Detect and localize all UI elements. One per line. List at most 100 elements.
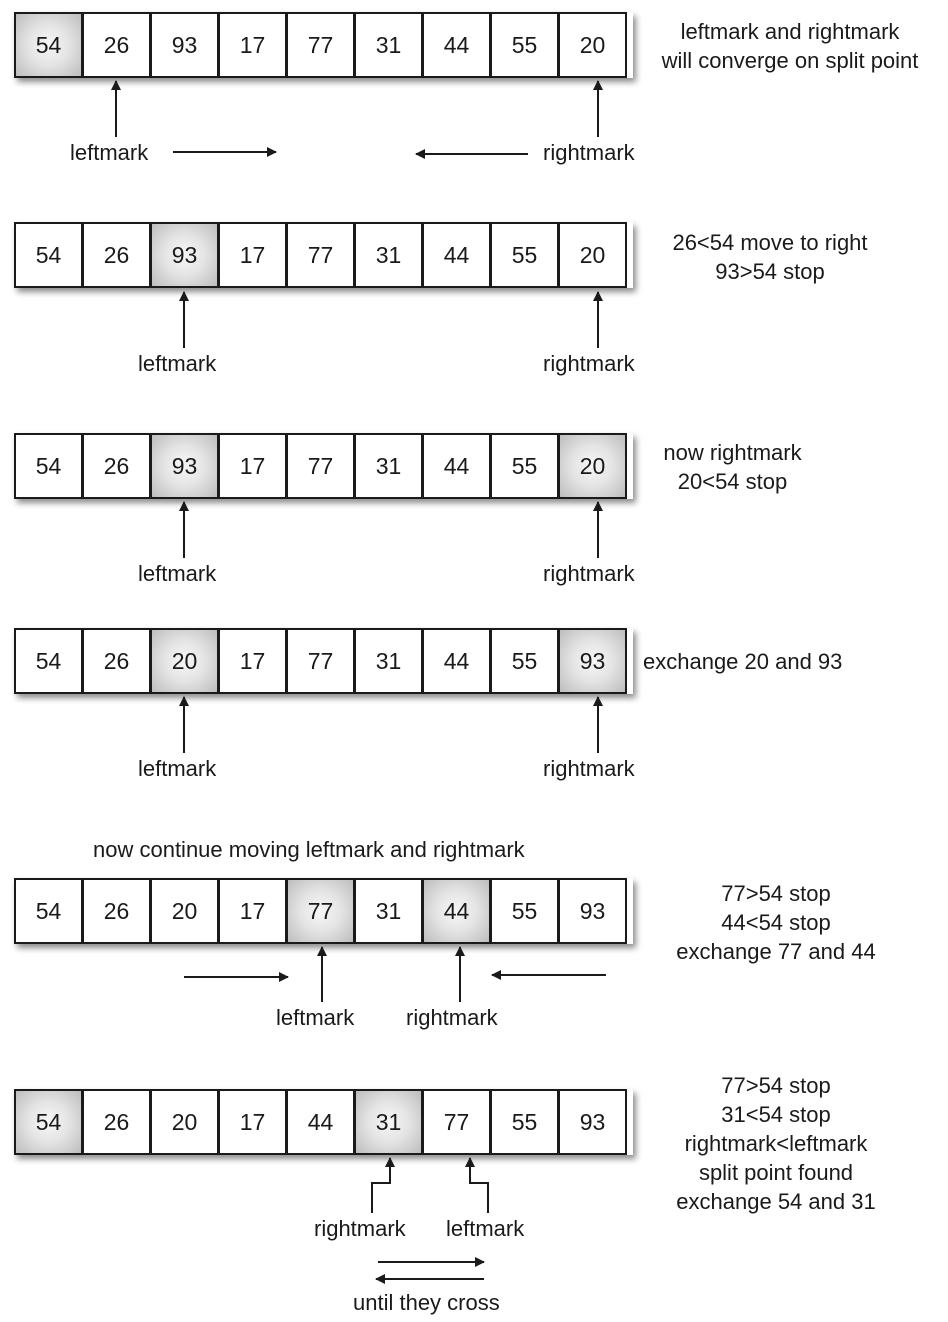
leftmark-label: leftmark xyxy=(276,1005,355,1030)
array-cell: 55 xyxy=(490,433,559,499)
array-cell: 31 xyxy=(354,12,423,78)
array-cell: 26 xyxy=(82,433,151,499)
array-cell: 54 xyxy=(14,12,83,78)
array-cell: 17 xyxy=(218,433,287,499)
rightmark-arrow xyxy=(371,1157,395,1213)
array-2: 54 26 93 17 77 31 44 55 20 xyxy=(14,222,633,288)
array-5: 54 26 20 17 77 31 44 55 93 xyxy=(14,878,633,944)
array-cell: 20 xyxy=(558,222,627,288)
note-line: 77>54 stop xyxy=(721,1073,831,1098)
array-1: 54 26 93 17 77 31 44 55 20 xyxy=(14,12,633,78)
array-cell: 93 xyxy=(558,1089,627,1155)
array-row-2: 54 26 93 17 77 31 44 55 20 xyxy=(14,222,633,288)
array-cell: 44 xyxy=(422,433,491,499)
leftmark-label: leftmark xyxy=(446,1216,525,1241)
array-cell: 54 xyxy=(14,1089,83,1155)
array-cell: 20 xyxy=(150,1089,219,1155)
array-row-4: 54 26 20 17 77 31 44 55 93 xyxy=(14,628,633,694)
array-cell: 26 xyxy=(82,222,151,288)
array-cell: 20 xyxy=(558,12,627,78)
array-cell: 20 xyxy=(150,628,219,694)
array-cell: 93 xyxy=(150,433,219,499)
array-cell: 17 xyxy=(218,222,287,288)
array-cell: 44 xyxy=(422,12,491,78)
array-cell: 31 xyxy=(354,1089,423,1155)
array-cell: 54 xyxy=(14,878,83,944)
note-line: exchange 20 and 93 xyxy=(643,649,843,674)
step-note: 77>54 stop 44<54 stop exchange 77 and 44 xyxy=(655,879,897,966)
leftmark-label: leftmark xyxy=(138,561,217,586)
note-line: exchange 54 and 31 xyxy=(676,1189,876,1214)
array-cell: 17 xyxy=(218,1089,287,1155)
note-line: split point found xyxy=(698,1160,854,1185)
array-row-3: 54 26 93 17 77 31 44 55 20 xyxy=(14,433,633,499)
array-4: 54 26 20 17 77 31 44 55 93 xyxy=(14,628,633,694)
leftmark-label: leftmark xyxy=(138,351,217,376)
array-cell: 26 xyxy=(82,878,151,944)
array-cell: 77 xyxy=(286,433,355,499)
step-heading: now continue moving leftmark and rightma… xyxy=(93,837,525,862)
array-cell: 55 xyxy=(490,12,559,78)
array-cell: 55 xyxy=(490,222,559,288)
note-line: 20<54 stop xyxy=(677,469,788,494)
array-cell: 77 xyxy=(286,628,355,694)
array-cell: 77 xyxy=(286,12,355,78)
array-cell: 55 xyxy=(490,628,559,694)
array-cell: 44 xyxy=(422,222,491,288)
step-note: 26<54 move to right 93>54 stop xyxy=(640,228,900,286)
array-cell: 93 xyxy=(558,878,627,944)
array-cell: 26 xyxy=(82,628,151,694)
array-cell: 20 xyxy=(150,878,219,944)
array-cell: 17 xyxy=(218,628,287,694)
array-cell: 54 xyxy=(14,628,83,694)
step-note: exchange 20 and 93 xyxy=(643,647,842,676)
array-cell: 44 xyxy=(286,1089,355,1155)
array-cell: 31 xyxy=(354,878,423,944)
leftmark-arrow xyxy=(465,1157,489,1213)
array-cell: 54 xyxy=(14,222,83,288)
array-cell: 31 xyxy=(354,628,423,694)
array-cell: 31 xyxy=(354,433,423,499)
array-cell: 77 xyxy=(422,1089,491,1155)
rightmark-label: rightmark xyxy=(543,756,635,781)
rightmark-label: rightmark xyxy=(543,351,635,376)
array-cell: 31 xyxy=(354,222,423,288)
rightmark-label: rightmark xyxy=(543,561,635,586)
array-3: 54 26 93 17 77 31 44 55 20 xyxy=(14,433,633,499)
array-cell: 54 xyxy=(14,433,83,499)
array-cell: 17 xyxy=(218,878,287,944)
array-cell: 55 xyxy=(490,1089,559,1155)
note-line: 93>54 stop xyxy=(715,259,825,284)
array-cell: 17 xyxy=(218,12,287,78)
array-row-1: 54 26 93 17 77 31 44 55 20 xyxy=(14,12,633,78)
leftmark-label: leftmark xyxy=(138,756,217,781)
array-cell: 93 xyxy=(150,222,219,288)
note-line: 31<54 stop xyxy=(721,1102,831,1127)
step-note: leftmark and rightmark will converge on … xyxy=(640,17,940,75)
array-cell: 44 xyxy=(422,878,491,944)
array-6: 54 26 20 17 44 31 77 55 93 xyxy=(14,1089,633,1155)
note-line: rightmark<leftmark xyxy=(684,1131,868,1156)
rightmark-label: rightmark xyxy=(406,1005,498,1030)
rightmark-label: rightmark xyxy=(314,1216,406,1241)
array-cell: 77 xyxy=(286,878,355,944)
step-note: now rightmark 20<54 stop xyxy=(640,438,825,496)
array-cell: 44 xyxy=(422,628,491,694)
note-line: 26<54 move to right xyxy=(672,230,868,255)
array-cell: 26 xyxy=(82,12,151,78)
rightmark-label: rightmark xyxy=(543,140,635,165)
note-line: will converge on split point xyxy=(661,48,919,73)
until-cross-caption: until they cross xyxy=(353,1290,500,1315)
array-cell: 20 xyxy=(558,433,627,499)
array-cell: 77 xyxy=(286,222,355,288)
note-line: exchange 77 and 44 xyxy=(676,939,876,964)
array-cell: 93 xyxy=(558,628,627,694)
array-cell: 55 xyxy=(490,878,559,944)
array-cell: 26 xyxy=(82,1089,151,1155)
note-line: 77>54 stop xyxy=(721,881,831,906)
note-line: 44<54 stop xyxy=(721,910,831,935)
note-line: now rightmark xyxy=(663,440,802,465)
array-row-6: 54 26 20 17 44 31 77 55 93 xyxy=(14,1089,633,1155)
array-row-5: 54 26 20 17 77 31 44 55 93 xyxy=(14,878,633,944)
step-note: 77>54 stop 31<54 stop rightmark<leftmark… xyxy=(655,1071,897,1216)
